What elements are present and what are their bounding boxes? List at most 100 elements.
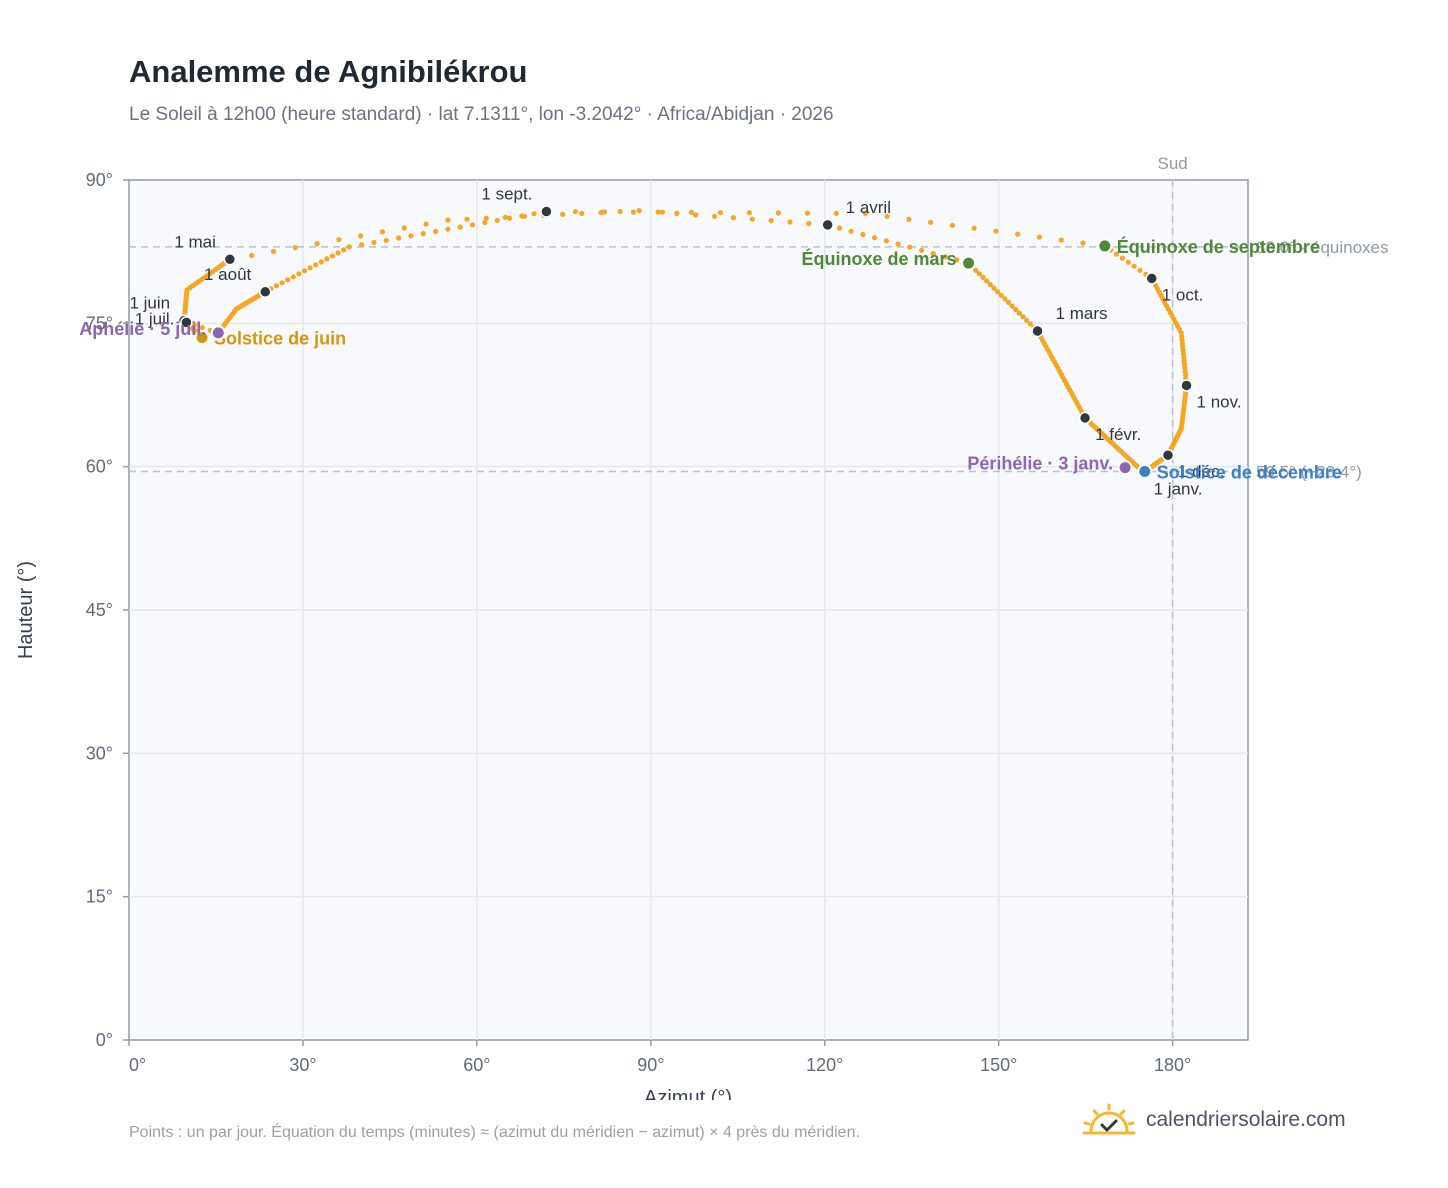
daily-sun-point	[572, 209, 579, 215]
daily-sun-point	[1113, 251, 1120, 257]
brand[interactable]: calendriersolaire.com	[1082, 1103, 1346, 1137]
daily-sun-point	[560, 211, 566, 217]
daily-sun-point	[860, 231, 866, 238]
event-marker-dot	[210, 325, 226, 341]
daily-sun-point	[688, 209, 695, 215]
month-marker-dot	[1180, 379, 1193, 392]
daily-sun-point	[423, 221, 429, 227]
daily-sun-point	[249, 252, 255, 258]
y-tick-label: 15°	[86, 887, 113, 907]
x-tick-label: 90°	[637, 1055, 664, 1075]
daily-sun-point	[336, 237, 342, 243]
daily-sun-point	[335, 250, 341, 256]
daily-sun-point	[318, 259, 324, 265]
daily-sun-point	[457, 224, 463, 230]
x-tick-label: 120°	[806, 1055, 843, 1075]
daily-sun-point	[502, 214, 508, 220]
daily-sun-point	[976, 271, 983, 277]
y-axis-title: Hauteur (°)	[15, 561, 37, 659]
daily-sun-point	[768, 218, 774, 224]
month-marker-label: 1 oct.	[1162, 285, 1204, 304]
daily-sun-point	[883, 238, 890, 244]
daily-sun-point	[279, 280, 285, 286]
month-marker-label: 1 avril	[846, 198, 891, 217]
event-markers: Équinoxe de mars Équinoxe de septembre Sol…	[79, 236, 1342, 483]
daily-sun-point	[730, 215, 737, 221]
x-tick-label: 150°	[980, 1055, 1017, 1075]
daily-sun-point	[971, 225, 977, 231]
daily-sun-point	[420, 231, 426, 237]
daily-sun-point	[531, 211, 537, 217]
month-marker-label: 1 nov.	[1197, 392, 1242, 411]
daily-sun-point	[1002, 296, 1008, 302]
event-marker-label: Solstice de juin	[214, 329, 346, 349]
daily-sun-point	[659, 209, 666, 215]
daily-sun-point	[930, 251, 936, 257]
month-marker-dot	[540, 205, 553, 218]
month-marker-dot	[1078, 411, 1092, 425]
daily-sun-point	[292, 245, 298, 251]
daily-sun-point	[787, 219, 793, 225]
event-marker-dot	[1097, 238, 1113, 254]
x-tick-label: 30°	[289, 1055, 316, 1075]
daily-sun-point	[1009, 303, 1015, 309]
daily-sun-point	[806, 220, 812, 227]
axis-ticks: 0° 30° 60° 90° 120° 150° 180° 0° 15° 30° 45° 60° 75°…	[86, 170, 1191, 1075]
daily-sun-point	[191, 322, 197, 328]
month-marker-label: 1 juin	[129, 293, 170, 312]
analemma-chart: Sud 83.0° · équinoxes 59.5° (−23.4°) 1 jan…	[15, 154, 1389, 1100]
x-tick-label: 180°	[1154, 1055, 1191, 1075]
daily-sun-point	[919, 247, 925, 253]
y-tick-label: 0°	[96, 1030, 113, 1050]
daily-sun-point	[324, 256, 330, 262]
daily-sun-point	[483, 215, 489, 221]
daily-sun-point	[862, 210, 868, 216]
daily-sun-point	[290, 274, 296, 280]
daily-sun-point	[1080, 240, 1086, 246]
daily-sun-point	[984, 278, 990, 284]
daily-sun-point	[519, 213, 525, 219]
daily-sun-point	[482, 220, 488, 226]
daily-sun-point	[991, 285, 997, 291]
daily-sun-point	[285, 277, 291, 283]
daily-sun-point	[1020, 314, 1026, 320]
grid-lines	[129, 180, 1248, 1040]
daily-sun-point	[746, 210, 753, 216]
y-tick-label: 45°	[86, 600, 113, 620]
daily-sun-point	[270, 248, 277, 255]
daily-sun-point	[630, 209, 637, 215]
daily-sun-point	[980, 274, 986, 280]
reference-label-altitude: 59.5° (−23.4°)	[1256, 462, 1362, 481]
daily-sun-point	[949, 222, 956, 228]
month-marker-dot	[259, 285, 272, 299]
daily-sun-point	[804, 210, 811, 216]
x-axis-title: Azimut (°)	[644, 1087, 732, 1100]
daily-sun-point	[995, 289, 1001, 295]
event-marker-dot	[1117, 460, 1133, 476]
daily-sun-point	[346, 244, 352, 250]
y-tick-label: 75°	[86, 313, 113, 333]
daily-sun-point	[1013, 307, 1019, 313]
y-tick-label: 30°	[86, 743, 113, 763]
daily-sun-point	[1024, 317, 1030, 323]
daily-sun-point	[928, 219, 934, 225]
daily-sun-point	[1131, 263, 1137, 269]
event-marker-label: Périhélie · 3 janv.	[967, 454, 1113, 474]
month-marker-label: 1 déc.	[1178, 462, 1224, 481]
daily-sun-point	[307, 265, 313, 271]
daily-sun-point	[833, 210, 839, 216]
daily-sun-point	[341, 247, 347, 253]
daily-sun-point	[775, 210, 782, 216]
daily-sun-point	[1036, 234, 1043, 240]
footnote: Points : un par jour. Équation du temps …	[129, 1124, 860, 1141]
month-marker-label: 1 janv.	[1154, 479, 1203, 498]
daily-sun-point	[717, 210, 724, 216]
daily-sun-point	[1015, 231, 1021, 237]
daily-sun-point	[884, 213, 890, 219]
daily-sun-point	[617, 208, 623, 215]
daily-sun-point	[445, 217, 451, 223]
daily-sun-point	[1027, 321, 1033, 327]
daily-sun-point	[1016, 310, 1023, 316]
reference-label-altitude: 83.0° · équinoxes	[1256, 238, 1389, 257]
reference-lines: Sud 83.0° · équinoxes 59.5° (−23.4°)	[129, 154, 1389, 1040]
